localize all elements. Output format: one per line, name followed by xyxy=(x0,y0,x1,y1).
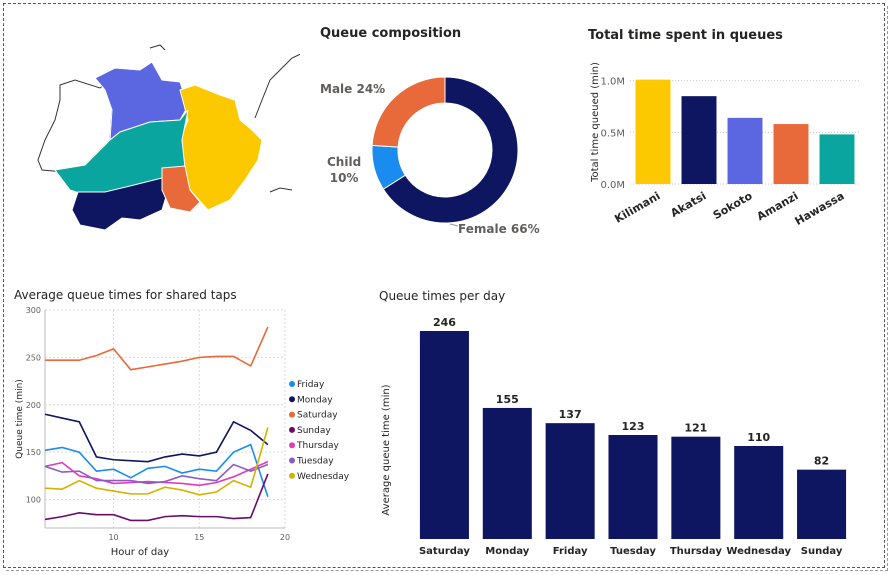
line-y-tick-label: 200 xyxy=(26,401,41,410)
blue-region[interactable] xyxy=(94,61,189,142)
shared-taps-title: Average queue times for shared taps xyxy=(14,288,237,302)
legend-label-wednesday[interactable]: Wednesday xyxy=(297,472,350,482)
per-day-bar-sunday[interactable] xyxy=(797,469,847,539)
shared-taps-line-chart[interactable]: 100 150 200 250 300 10 15 20 Hour of day Queue ti… xyxy=(10,302,365,564)
female-leader-line xyxy=(449,223,459,227)
donut-slice-male[interactable] xyxy=(371,76,446,148)
per-day-bar-wednesday[interactable] xyxy=(734,445,784,539)
per-day-x-tick-label: Tuesday xyxy=(610,546,656,557)
per-day-bar-saturday[interactable] xyxy=(419,331,469,539)
per-day-data-label: 121 xyxy=(684,422,707,435)
report-frame xyxy=(3,3,885,568)
legend-label-monday[interactable]: Monday xyxy=(297,395,333,405)
total-time-bar-kilimani[interactable] xyxy=(635,79,671,184)
per-day-bar-friday[interactable] xyxy=(545,423,595,539)
line-y-tick-label: 250 xyxy=(26,353,41,362)
total-time-bar-sokoto[interactable] xyxy=(727,117,763,184)
total-time-x-tick-label: Hawassa xyxy=(793,189,847,225)
per-day-x-tick-label: Monday xyxy=(485,546,530,557)
legend-marker-sunday xyxy=(289,426,295,433)
line-x-tick-label: 20 xyxy=(280,533,290,542)
line-series-friday[interactable] xyxy=(44,443,269,497)
orange-region[interactable] xyxy=(161,165,201,213)
total-time-title: Total time spent in queues xyxy=(588,28,783,43)
composition-donut-chart[interactable] xyxy=(300,50,560,250)
map-border-line xyxy=(269,187,293,193)
yellow-region[interactable] xyxy=(179,84,263,211)
per-day-data-label: 155 xyxy=(496,393,519,406)
line-series-saturday[interactable] xyxy=(45,326,269,371)
map-border-line xyxy=(149,44,166,51)
total-time-bar-hawassa[interactable] xyxy=(819,134,855,184)
line-x-tick-label: 10 xyxy=(108,533,118,542)
composition-title: Queue composition xyxy=(320,26,462,41)
per-day-data-label: 82 xyxy=(814,455,829,468)
total-time-bar-amanzi[interactable] xyxy=(773,124,809,184)
legend-label-sunday[interactable]: Sunday xyxy=(297,426,331,436)
line-y-tick-label: 300 xyxy=(26,306,41,315)
female-slice-label: Female 66% xyxy=(458,222,540,236)
male-slice-label: Male 24% xyxy=(320,82,386,96)
per-day-bar-chart[interactable]: Average queue time (min) 246 Saturday 155 Mo… xyxy=(375,305,865,565)
legend-marker-thursday xyxy=(289,442,295,449)
per-day-x-tick-label: Wednesday xyxy=(726,546,791,557)
total-time-y-tick-label: 1.0M xyxy=(600,77,625,88)
total-time-x-tick-label: Sokoto xyxy=(711,189,755,222)
per-day-x-tick-label: Thursday xyxy=(670,546,723,557)
child-slice-label: Child 10% xyxy=(327,154,361,186)
per-day-data-label: 246 xyxy=(433,316,456,329)
per-day-bar-monday[interactable] xyxy=(482,407,532,539)
per-day-x-tick-label: Friday xyxy=(553,546,588,557)
per-day-data-label: 137 xyxy=(559,408,582,421)
region-map[interactable] xyxy=(30,40,300,240)
per-day-bar-thursday[interactable] xyxy=(671,436,721,539)
line-series-sunday[interactable] xyxy=(44,473,269,522)
line-series-tuesday[interactable] xyxy=(44,463,269,485)
per-day-y-axis-label: Average queue time (min) xyxy=(381,384,392,515)
per-day-data-label: 110 xyxy=(747,431,770,444)
per-day-data-label: 123 xyxy=(622,420,645,433)
legend-marker-saturday xyxy=(289,411,295,418)
per-day-bar-tuesday[interactable] xyxy=(608,435,658,539)
total-time-x-tick-label: Kilimani xyxy=(612,189,662,225)
total-time-bar-chart[interactable]: Total time queued (min)0.0M 0.5M 1.0M Kilim… xyxy=(580,55,870,225)
child-slice-label-line2: 10% xyxy=(329,171,359,185)
line-y-tick-label: 100 xyxy=(26,496,41,505)
total-time-y-axis-label: Total time queued (min) xyxy=(590,62,601,183)
line-series-monday[interactable] xyxy=(44,413,269,463)
frame-shadow xyxy=(6,6,888,571)
map-border-line xyxy=(254,53,300,119)
total-time-x-tick-label: Akatsi xyxy=(668,189,708,220)
donut-slice-female[interactable] xyxy=(382,76,519,224)
per-day-x-tick-label: Sunday xyxy=(801,546,843,557)
child-slice-label-line1: Child xyxy=(327,155,362,169)
legend-label-friday[interactable]: Friday xyxy=(297,380,325,390)
legend-marker-tuesday xyxy=(289,457,295,464)
navy-region[interactable] xyxy=(71,177,169,231)
legend-label-saturday[interactable]: Saturday xyxy=(297,411,338,421)
line-series-wednesday[interactable] xyxy=(44,427,269,496)
total-time-bar-akatsi[interactable] xyxy=(681,96,717,184)
per-day-x-tick-label: Saturday xyxy=(419,546,470,557)
legend-label-thursday[interactable]: Thursday xyxy=(296,441,340,451)
line-x-axis-label: Hour of day xyxy=(111,547,170,558)
line-x-tick-label: 15 xyxy=(194,533,204,542)
per-day-title: Queue times per day xyxy=(379,289,506,303)
legend-marker-friday xyxy=(289,381,295,387)
line-y-tick-label: 150 xyxy=(26,448,41,457)
legend-marker-wednesday xyxy=(289,472,295,479)
total-time-y-tick-label: 0.5M xyxy=(600,128,625,139)
line-y-axis-label: Queue time (min) xyxy=(15,379,25,459)
legend-label-tuesday[interactable]: Tuesday xyxy=(296,457,334,467)
legend-marker-monday xyxy=(289,396,295,403)
total-time-y-tick-label: 0.0M xyxy=(600,180,625,191)
